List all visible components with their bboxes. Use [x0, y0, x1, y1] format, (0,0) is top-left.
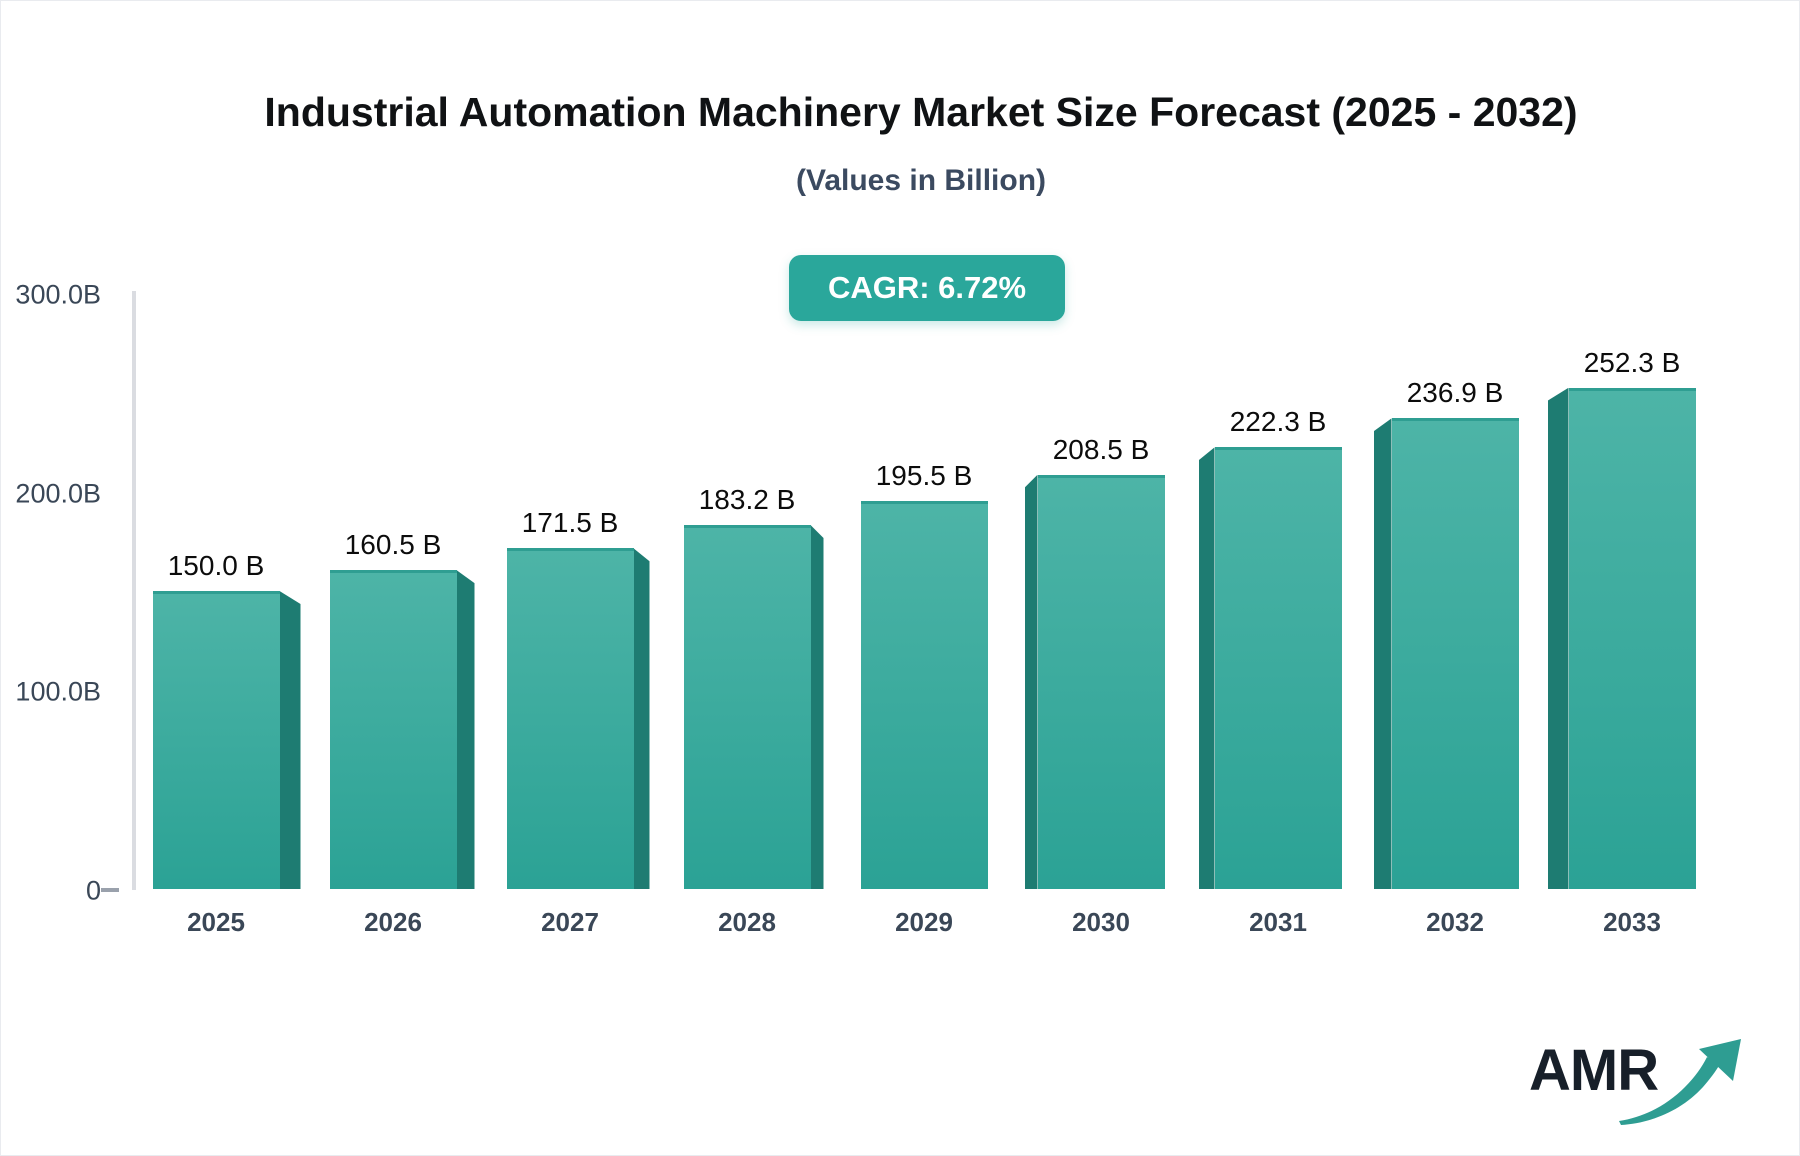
x-tick-label: 2027: [541, 907, 599, 937]
bar: [1391, 418, 1519, 889]
y-tick-label: 300.0B: [15, 279, 101, 310]
y-axis-line: [132, 291, 136, 890]
y-tick-label: 200.0B: [15, 478, 101, 509]
amr-logo: AMR: [1529, 1037, 1759, 1133]
bar-value-label: 208.5 B: [1052, 433, 1150, 465]
growth-arrow-icon: [1619, 1039, 1741, 1125]
bar-3d-side: [633, 548, 650, 889]
bar-3d-side: [1198, 447, 1215, 889]
bar-3d-side: [1373, 418, 1392, 889]
bar: [1037, 474, 1165, 889]
x-tick-label: 2026: [364, 907, 422, 937]
bar-3d-side: [279, 591, 301, 889]
bar-value-label: 150.0 B: [167, 550, 265, 581]
zero-tick-mark: [101, 888, 119, 892]
bar-3d-side: [810, 525, 824, 889]
x-tick-label: 2028: [718, 907, 776, 937]
page-title: Industrial Automation Machinery Market S…: [264, 89, 1578, 135]
bar: [683, 525, 811, 889]
x-tick-label: 2032: [1426, 907, 1484, 937]
y-tick-label: 100.0B: [15, 676, 101, 707]
chart-subtitle: (Values in Billion): [795, 164, 1047, 197]
bar-3d-side: [456, 570, 475, 889]
bar: [329, 570, 457, 889]
bar-value-label: 252.3 B: [1583, 346, 1681, 378]
bar-3d-side: [1024, 474, 1038, 889]
bar-value-label: 160.5 B: [344, 529, 442, 561]
bar: [1214, 447, 1342, 889]
amr-logo-text: AMR: [1529, 1038, 1659, 1103]
bar: [860, 500, 988, 889]
y-tick-label: 0: [85, 875, 101, 906]
bar-value-label: 236.9 B: [1406, 377, 1504, 409]
x-tick-label: 2030: [1072, 907, 1130, 937]
cagr-badge: CAGR: 6.72%: [789, 255, 1065, 321]
x-tick-label: 2033: [1603, 907, 1661, 937]
bar-value-label: 222.3 B: [1229, 406, 1327, 438]
bar: [1568, 387, 1696, 889]
x-tick-label: 2029: [895, 907, 953, 937]
bar-value-label: 195.5 B: [875, 459, 973, 491]
bar-value-label: 171.5 B: [521, 507, 619, 539]
x-tick-label: 2025: [187, 907, 245, 937]
x-tick-label: 2031: [1249, 907, 1307, 937]
bar-value-label: 183.2 B: [698, 484, 796, 516]
bar: [152, 591, 280, 889]
bar-3d-side: [1547, 387, 1569, 889]
bar: [506, 548, 634, 889]
